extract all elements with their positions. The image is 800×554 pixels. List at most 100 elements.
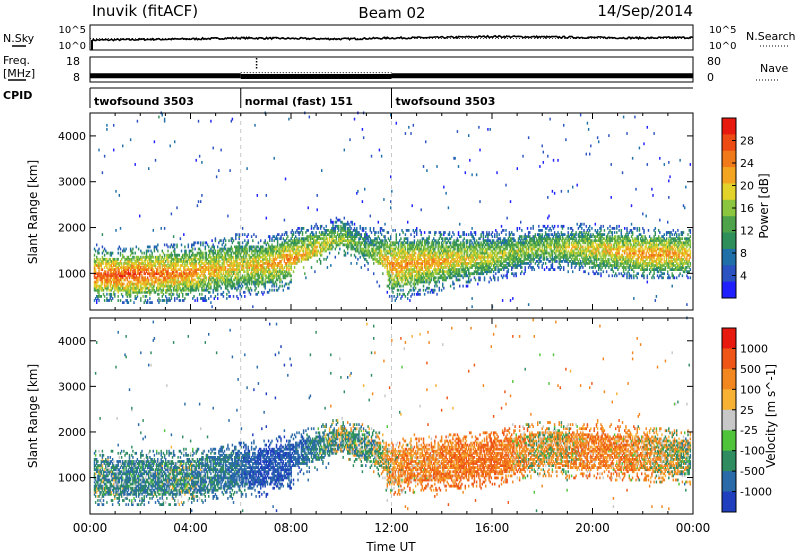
power-cell — [306, 239, 308, 243]
power-cell — [252, 262, 254, 265]
power-cell — [237, 280, 239, 284]
power-cell — [272, 268, 274, 271]
power-cell — [188, 284, 191, 288]
power-cell — [187, 257, 190, 261]
power-cell — [221, 268, 223, 271]
power-cell — [202, 268, 204, 271]
power-cell — [180, 260, 183, 263]
power-cell — [313, 235, 315, 238]
power-cell — [195, 266, 197, 269]
power-cell — [276, 288, 279, 292]
power-cell — [128, 264, 131, 267]
power-cell — [324, 247, 326, 251]
power-cell — [302, 241, 305, 245]
power-cell — [252, 239, 254, 243]
power-cell — [137, 270, 140, 274]
power-cell — [307, 247, 309, 251]
power-cell — [194, 255, 196, 259]
power-cell — [168, 253, 170, 257]
power-cell — [217, 268, 219, 271]
power-cell — [100, 276, 103, 280]
power-cell — [150, 290, 152, 294]
power-cell — [162, 272, 165, 276]
power-cell — [270, 274, 272, 278]
power-cell — [274, 264, 277, 267]
power-cell — [229, 262, 231, 265]
power-cell — [214, 266, 217, 269]
power-cell — [96, 286, 98, 290]
power-cell — [229, 264, 231, 267]
power-cell — [119, 286, 122, 290]
power-cell — [354, 233, 357, 236]
power-cell — [354, 241, 357, 245]
power-cell — [218, 249, 220, 253]
power-cell — [144, 278, 147, 282]
power-cell — [287, 274, 289, 278]
power-cell — [254, 268, 256, 271]
power-cell — [290, 247, 292, 251]
power-cell — [264, 278, 266, 282]
power-cell — [223, 268, 226, 271]
power-cell — [143, 264, 145, 267]
power-cell — [113, 270, 115, 274]
power-cell — [114, 270, 116, 274]
power-cell — [157, 257, 159, 261]
cpid-panel: CPID twofsound 3503 normal (fast) 151 twof… — [3, 87, 693, 108]
power-cell — [135, 276, 138, 280]
power-cell — [100, 266, 103, 269]
power-cell — [139, 274, 141, 278]
power-cell — [262, 292, 264, 296]
power-cell — [220, 276, 222, 280]
power-cell — [362, 249, 365, 253]
power-cell — [94, 249, 97, 253]
power-cell — [210, 272, 212, 276]
power-cell — [288, 264, 290, 267]
power-cell — [264, 251, 266, 255]
power-cell — [284, 270, 287, 274]
power-cell — [128, 262, 131, 265]
power-cell — [141, 251, 143, 255]
power-cell — [162, 284, 165, 288]
power-cell — [175, 257, 177, 261]
power-cell — [219, 239, 221, 243]
power-cell — [343, 243, 346, 247]
power-cell — [256, 249, 259, 253]
power-cell — [195, 282, 197, 286]
power-cell — [301, 253, 304, 257]
power-cell — [239, 245, 242, 249]
power-cell — [361, 251, 364, 255]
power-cell — [180, 274, 183, 278]
power-cell — [343, 227, 346, 230]
power-cell — [186, 284, 188, 288]
power-cell — [93, 282, 96, 286]
power-cell — [157, 292, 159, 296]
power-cell — [231, 262, 234, 265]
power-cell — [201, 262, 203, 265]
power-cell — [334, 220, 337, 224]
power-cell — [114, 286, 116, 290]
power-cell — [184, 245, 186, 249]
power-cell — [134, 260, 136, 263]
power-cell — [342, 235, 344, 238]
power-cell — [106, 284, 108, 288]
power-cell — [334, 229, 337, 232]
power-cell — [177, 286, 179, 290]
power-cell — [299, 245, 301, 249]
power-cell — [99, 278, 101, 282]
power-cell — [175, 278, 177, 282]
power-cell — [228, 260, 230, 263]
noise-left-tick-top: 10^5 — [59, 25, 86, 36]
power-cell — [383, 229, 385, 232]
power-cell — [255, 270, 257, 274]
power-cell — [297, 231, 299, 234]
power-cell — [163, 276, 166, 280]
power-cell — [300, 247, 303, 251]
power-cell — [239, 272, 242, 276]
power-cell — [100, 284, 103, 288]
power-cell — [253, 280, 255, 284]
power-cell — [134, 286, 136, 290]
power-cell — [123, 288, 125, 292]
power-cell — [123, 301, 125, 304]
power-cell — [258, 253, 261, 257]
power-cell — [133, 272, 135, 276]
